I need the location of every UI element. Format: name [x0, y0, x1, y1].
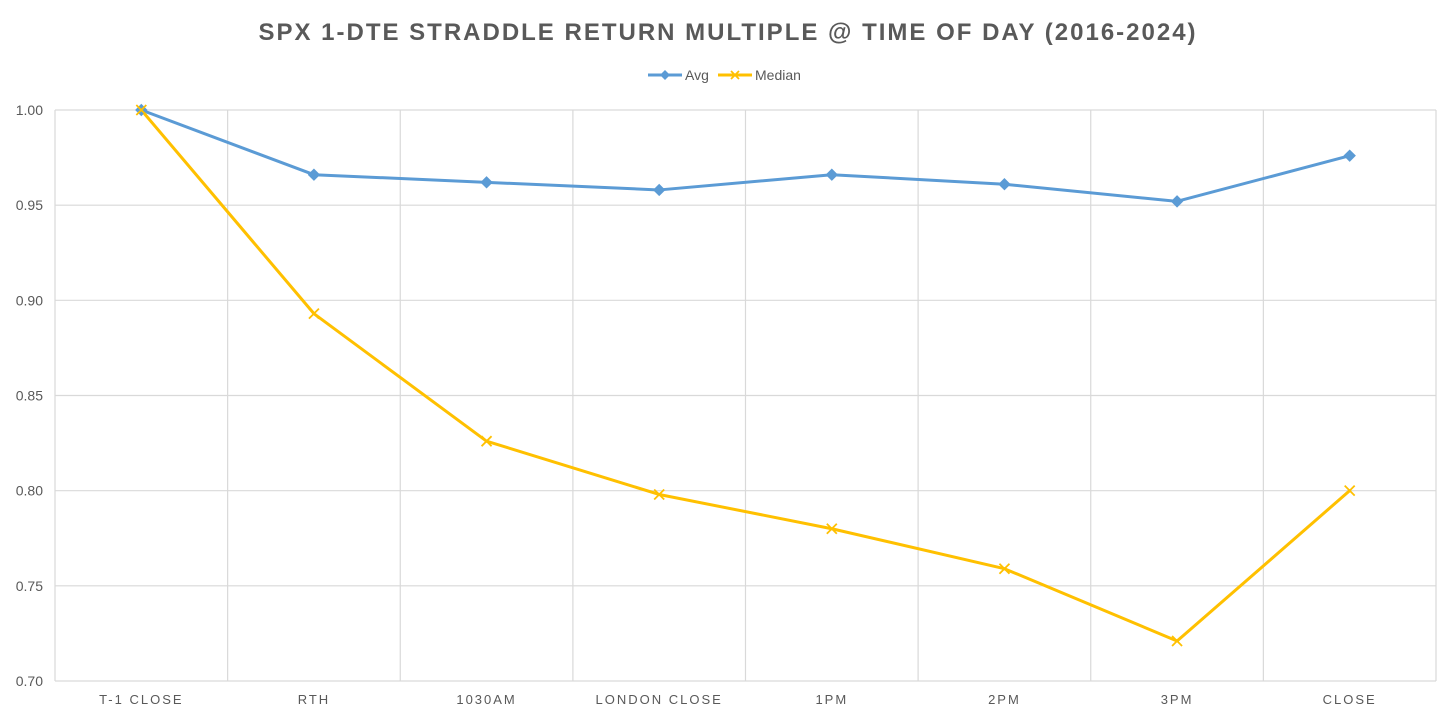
- series-line-median: [139, 108, 1352, 643]
- data-point-avg: [1170, 195, 1184, 208]
- y-tick-label: 0.85: [16, 388, 43, 404]
- legend-label: Median: [755, 67, 801, 83]
- data-point-avg: [1343, 149, 1356, 162]
- y-tick-label: 0.90: [16, 292, 43, 308]
- x-tick-label: 1030AM: [456, 692, 516, 707]
- data-point-median: [1171, 635, 1183, 647]
- legend-marker: [660, 70, 670, 80]
- x-tick-label: 3PM: [1161, 692, 1194, 707]
- data-point-avg: [480, 176, 493, 189]
- data-point-avg: [307, 168, 321, 181]
- legend-marker: [730, 70, 740, 80]
- series-markers: [135, 103, 1356, 647]
- legend-label: Avg: [685, 67, 709, 83]
- x-axis-ticks: T-1 CLOSE RTH 1030AM LONDON CLOSE 1PM 2PM 3PM C…: [99, 692, 1377, 707]
- x-tick-label: RTH: [298, 692, 330, 707]
- data-point-median: [826, 523, 838, 535]
- y-tick-label: 0.70: [16, 673, 43, 689]
- x-tick-label: CLOSE: [1323, 692, 1377, 707]
- data-point-median: [653, 488, 665, 501]
- gridlines: [54, 109, 1437, 682]
- y-tick-label: 0.75: [16, 578, 43, 594]
- data-point-median: [998, 563, 1011, 575]
- legend: Avg Median: [648, 67, 801, 83]
- x-tick-label: 1PM: [815, 692, 848, 707]
- chart-title: SPX 1-DTE STRADDLE RETURN MULTIPLE @ TIM…: [258, 19, 1197, 46]
- data-point-avg: [652, 183, 666, 197]
- data-point-median: [308, 308, 320, 320]
- data-point-avg: [998, 178, 1011, 191]
- data-point-median: [1344, 485, 1356, 497]
- series-line-avg: [139, 108, 1352, 203]
- y-tick-label: 0.95: [16, 197, 43, 213]
- legend-item-avg: Avg: [648, 67, 709, 83]
- x-tick-label: LONDON CLOSE: [596, 692, 723, 707]
- data-point-median: [135, 104, 147, 116]
- data-point-avg: [825, 168, 839, 181]
- data-point-median: [480, 435, 493, 447]
- y-tick-label: 0.80: [16, 483, 43, 499]
- x-tick-label: 2PM: [988, 692, 1021, 707]
- legend-item-median: Median: [718, 67, 801, 83]
- x-tick-label: T-1 CLOSE: [99, 692, 183, 707]
- y-axis-ticks: 0.70 0.75 0.80 0.85 0.90 0.95 1.00: [16, 102, 43, 689]
- series-lines: [139, 108, 1352, 643]
- y-tick-label: 1.00: [16, 102, 43, 118]
